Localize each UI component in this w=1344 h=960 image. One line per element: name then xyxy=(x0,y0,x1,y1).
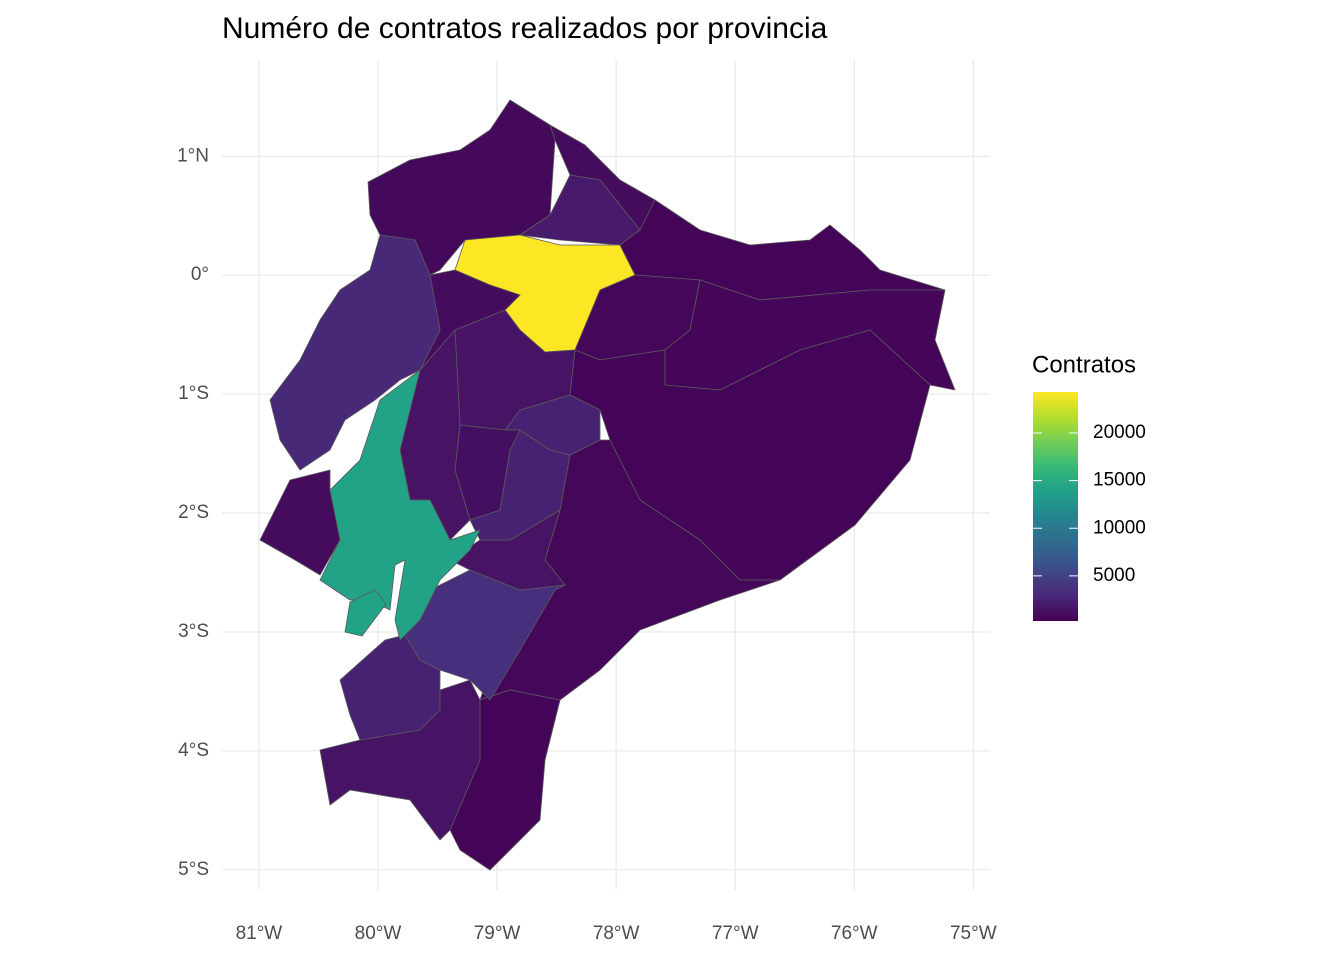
province xyxy=(259,469,341,576)
x-tick-label: 76°W xyxy=(831,923,878,944)
y-tick-label: 4°S xyxy=(178,740,209,761)
x-tick-label: 78°W xyxy=(593,923,640,944)
y-tick-label: 0° xyxy=(191,264,209,285)
legend-tick-label: 5000 xyxy=(1093,565,1135,586)
colorbar xyxy=(1033,392,1078,621)
map-title: Numéro de contratos realizados por provi… xyxy=(222,12,828,45)
x-tick-label: 81°W xyxy=(236,923,283,944)
legend-tick-label: 15000 xyxy=(1093,470,1146,491)
province xyxy=(344,589,387,637)
x-tick-label: 75°W xyxy=(950,923,997,944)
province xyxy=(569,329,931,581)
y-tick-label: 2°S xyxy=(178,502,209,523)
province xyxy=(269,234,441,471)
province xyxy=(404,569,566,701)
legend-title: Contratos xyxy=(1032,351,1136,378)
y-tick-label: 5°S xyxy=(178,859,209,880)
y-tick-label: 1°S xyxy=(178,383,209,404)
province xyxy=(339,634,441,741)
legend-tick-label: 10000 xyxy=(1093,517,1146,538)
y-tick-label: 3°S xyxy=(178,621,209,642)
x-tick-label: 79°W xyxy=(474,923,521,944)
x-tick-label: 80°W xyxy=(355,923,402,944)
y-tick-label: 1°N xyxy=(177,145,209,166)
x-tick-label: 77°W xyxy=(712,923,759,944)
legend-tick-label: 20000 xyxy=(1093,422,1146,443)
